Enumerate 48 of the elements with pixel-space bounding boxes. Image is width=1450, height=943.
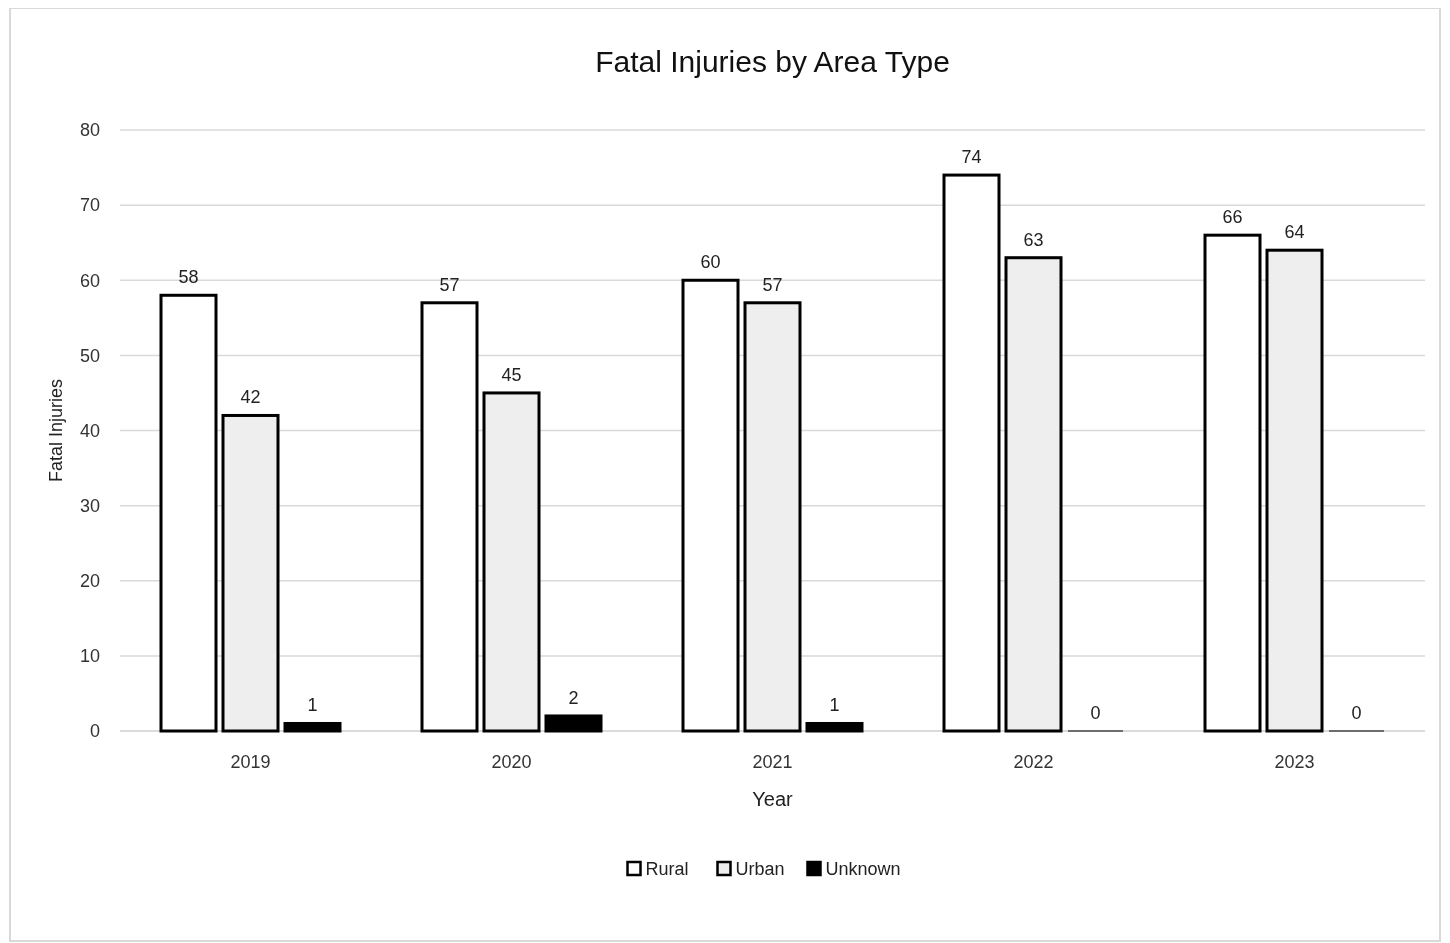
bar xyxy=(420,301,479,733)
x-axis-title: Year xyxy=(752,788,794,810)
bar xyxy=(1004,256,1063,733)
data-label: 60 xyxy=(700,252,721,273)
x-tick-label: 2021 xyxy=(752,752,793,772)
y-tick-label: 30 xyxy=(79,495,100,516)
y-tick-label: 50 xyxy=(79,345,100,366)
legend-label: Urban xyxy=(735,859,785,880)
data-label: 42 xyxy=(240,387,261,408)
data-label: 58 xyxy=(178,267,199,288)
data-label: 64 xyxy=(1284,222,1305,243)
data-label: 1 xyxy=(829,695,840,716)
legend-label: Unknown xyxy=(825,859,901,880)
data-label: 66 xyxy=(1222,207,1243,228)
y-tick-label: 0 xyxy=(89,721,100,742)
x-tick-label: 2023 xyxy=(1274,752,1315,772)
bar xyxy=(681,278,740,733)
data-label: 1 xyxy=(307,695,318,716)
y-tick-label: 70 xyxy=(79,195,100,216)
data-label: 57 xyxy=(439,274,460,295)
bar xyxy=(221,413,280,733)
bar xyxy=(1265,248,1324,733)
y-tick-label: 60 xyxy=(79,270,100,291)
x-tick-label: 2022 xyxy=(1013,752,1054,772)
y-tick-label: 20 xyxy=(79,571,100,592)
legend-label: Rural xyxy=(645,859,689,880)
bar xyxy=(743,301,802,733)
chart-title: Fatal Injuries by Area Type xyxy=(595,45,950,78)
data-label: 0 xyxy=(1090,703,1101,723)
bar xyxy=(482,391,541,733)
y-axis-title: Fatal Injuries xyxy=(46,378,66,483)
bar xyxy=(1203,233,1262,733)
x-tick-label: 2019 xyxy=(230,752,271,772)
bar xyxy=(805,721,864,733)
x-tick-label: 2020 xyxy=(491,752,532,772)
data-label: 2 xyxy=(568,687,579,708)
bar xyxy=(544,714,603,733)
data-label: 45 xyxy=(501,364,522,385)
data-label: 57 xyxy=(762,274,783,295)
data-label: 74 xyxy=(961,147,982,168)
bar xyxy=(283,721,342,733)
bar xyxy=(942,173,1001,733)
y-tick-label: 10 xyxy=(79,646,100,667)
y-tick-label: 80 xyxy=(79,120,100,141)
data-label: 63 xyxy=(1023,229,1044,250)
y-tick-label: 40 xyxy=(79,420,100,441)
bar xyxy=(159,293,218,733)
data-label: 0 xyxy=(1351,703,1362,723)
